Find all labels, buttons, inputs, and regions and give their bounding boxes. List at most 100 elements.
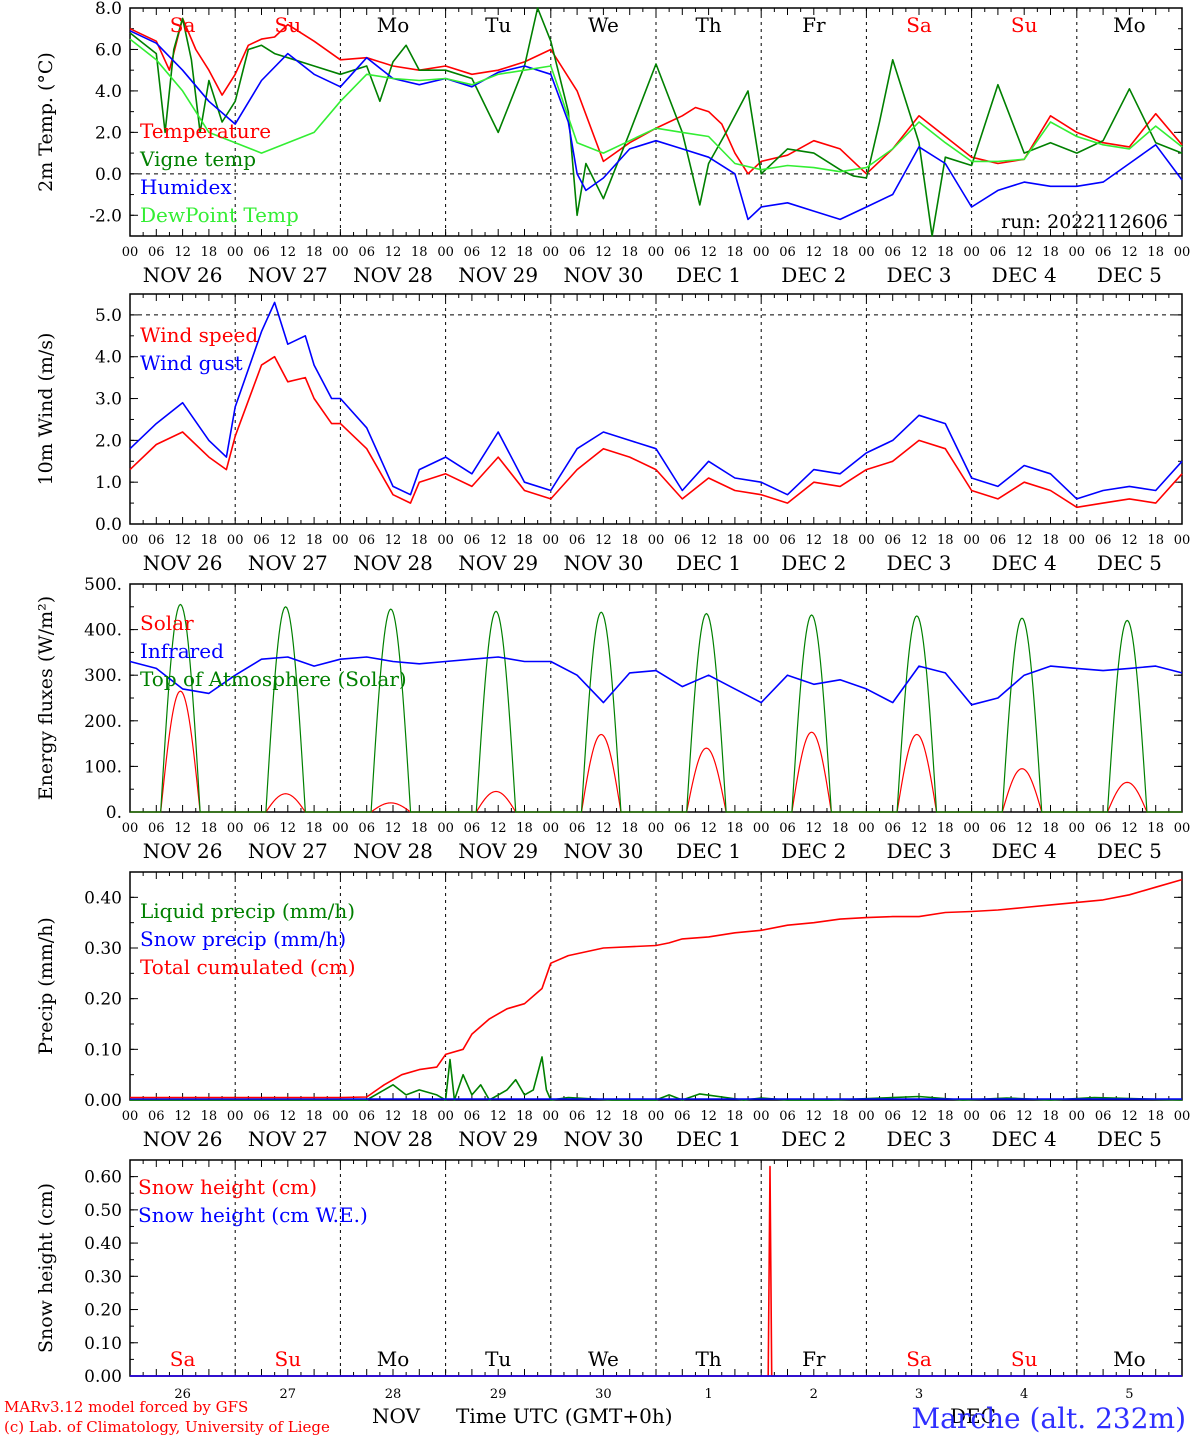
hour-label: 18 xyxy=(937,1109,954,1124)
hour-label: 00 xyxy=(227,245,244,260)
hour-label: 06 xyxy=(884,533,901,548)
date-label: DEC 1 xyxy=(676,839,741,863)
weekday-label: Fr xyxy=(802,13,826,37)
hour-label: 00 xyxy=(332,533,349,548)
y-tick-label: 4.0 xyxy=(95,82,122,102)
date-label: NOV 28 xyxy=(353,551,433,575)
series-toa-day-6 xyxy=(656,612,762,813)
series-toa-day-2 xyxy=(235,606,341,813)
y-tick-label: 0.20 xyxy=(84,990,122,1010)
hour-label: 12 xyxy=(595,821,612,836)
month-label-dec: DEC xyxy=(950,1404,996,1428)
y-tick-label: 6.0 xyxy=(95,40,122,60)
series-solar-day-10 xyxy=(1076,781,1182,813)
hour-label: 00 xyxy=(437,533,454,548)
hour-label: 00 xyxy=(1069,533,1086,548)
hour-label: 06 xyxy=(569,533,586,548)
hour-label: 18 xyxy=(1147,533,1164,548)
date-label: DEC 5 xyxy=(1097,551,1162,575)
hour-label: 00 xyxy=(227,533,244,548)
credit-line-2: (c) Lab. of Climatology, University of L… xyxy=(4,1418,330,1436)
hour-label: 00 xyxy=(1174,1109,1191,1124)
date-label: DEC 3 xyxy=(886,263,951,287)
hour-label: 12 xyxy=(385,245,402,260)
hour-label: 06 xyxy=(884,1109,901,1124)
hour-label: 12 xyxy=(385,533,402,548)
hour-label: 12 xyxy=(385,821,402,836)
hour-label: 00 xyxy=(1069,821,1086,836)
y-tick-label: 8.0 xyxy=(95,0,122,19)
date-label: DEC 3 xyxy=(886,551,951,575)
hour-label: 12 xyxy=(490,821,507,836)
y-tick-label: 300. xyxy=(84,666,122,686)
hour-label: 00 xyxy=(963,533,980,548)
series-line xyxy=(129,656,1183,706)
date-label: DEC 5 xyxy=(1097,839,1162,863)
y-tick-label: 0.30 xyxy=(84,939,122,959)
y-axis-label: Precip (mm/h) xyxy=(35,917,57,1055)
hour-label: 12 xyxy=(1016,533,1033,548)
date-label: DEC 3 xyxy=(886,839,951,863)
hour-label: 06 xyxy=(779,533,796,548)
day-number: 3 xyxy=(915,1387,923,1402)
hour-label: 00 xyxy=(648,1109,665,1124)
legend-entry: Wind gust xyxy=(140,351,243,375)
hour-label: 18 xyxy=(201,245,218,260)
site-label: Marche (alt. 232m) xyxy=(911,1402,1186,1435)
hour-label: 18 xyxy=(727,1109,744,1124)
hour-label: 06 xyxy=(358,533,375,548)
hour-label: 00 xyxy=(543,245,560,260)
hour-label: 18 xyxy=(832,1109,849,1124)
hour-label: 18 xyxy=(411,1109,428,1124)
hour-label: 18 xyxy=(516,245,533,260)
hour-label: 18 xyxy=(1042,245,1059,260)
date-label: DEC 5 xyxy=(1097,1127,1162,1151)
day-number: 30 xyxy=(595,1387,612,1402)
date-label: NOV 30 xyxy=(564,551,644,575)
hour-label: 06 xyxy=(148,245,165,260)
date-label: NOV 27 xyxy=(248,839,328,863)
hour-label: 18 xyxy=(621,821,638,836)
day-number: 2 xyxy=(810,1387,818,1402)
hour-label: 06 xyxy=(253,533,270,548)
series-toa-day-7 xyxy=(761,614,867,813)
time-axis-label: Time UTC (GMT+0h) xyxy=(456,1404,673,1428)
hour-label: 00 xyxy=(858,533,875,548)
hour-label: 00 xyxy=(753,821,770,836)
hour-label: 12 xyxy=(595,245,612,260)
y-tick-label: 200. xyxy=(84,712,122,732)
hour-label: 12 xyxy=(911,533,928,548)
date-label: DEC 2 xyxy=(781,1127,846,1151)
date-label: NOV 29 xyxy=(458,263,538,287)
date-label: DEC 4 xyxy=(992,1127,1057,1151)
hour-label: 00 xyxy=(332,821,349,836)
hour-label: 06 xyxy=(148,821,165,836)
hour-label: 00 xyxy=(648,533,665,548)
date-label: DEC 1 xyxy=(676,1127,741,1151)
series-solar-day-3 xyxy=(340,802,446,813)
y-tick-label: 0.00 xyxy=(84,1091,122,1111)
y-tick-label: 0.40 xyxy=(84,888,122,908)
hour-label: 06 xyxy=(148,533,165,548)
hour-label: 18 xyxy=(1042,533,1059,548)
hour-label: 18 xyxy=(201,1109,218,1124)
hour-label: 00 xyxy=(963,1109,980,1124)
hour-label: 06 xyxy=(464,821,481,836)
series-toa-day-4 xyxy=(445,610,551,813)
weekday-label: Sa xyxy=(906,13,932,37)
hour-label: 18 xyxy=(937,821,954,836)
legend-entry: Solar xyxy=(140,611,194,635)
hour-label: 00 xyxy=(963,245,980,260)
hour-label: 12 xyxy=(1016,821,1033,836)
y-tick-label: 0.0 xyxy=(95,165,122,185)
y-axis-label: Snow height (cm) xyxy=(35,1183,57,1353)
legend-entry: DewPoint Temp xyxy=(140,203,299,227)
series-line xyxy=(130,878,1183,1099)
weekday-label: Tu xyxy=(485,1347,511,1371)
hour-label: 06 xyxy=(569,1109,586,1124)
hour-label: 00 xyxy=(543,1109,560,1124)
hour-label: 12 xyxy=(700,821,717,836)
weekday-label: Mo xyxy=(377,13,410,37)
hour-label: 12 xyxy=(174,533,191,548)
